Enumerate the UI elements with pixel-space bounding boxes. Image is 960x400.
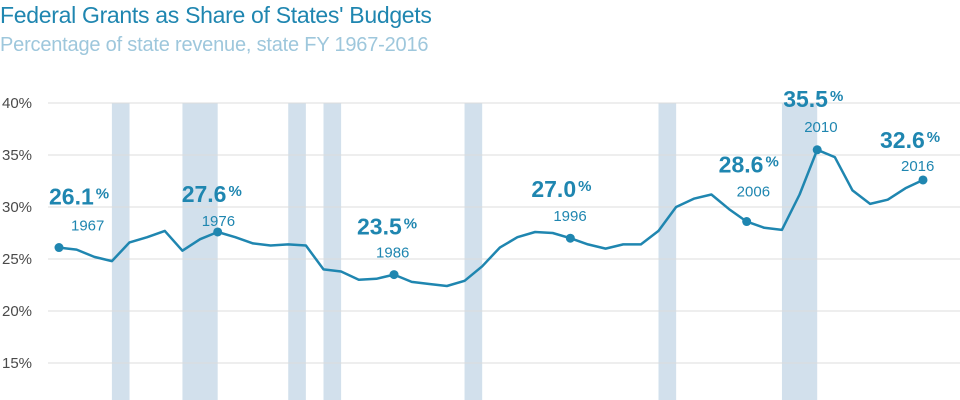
- highlight-point: [812, 145, 822, 155]
- gridlines: [48, 102, 960, 364]
- y-tick-label: 40%: [2, 95, 32, 112]
- value-label: 26.1%: [49, 184, 109, 210]
- highlight-points: [54, 145, 928, 280]
- y-tick-label: 35%: [2, 147, 32, 164]
- percent-sign: %: [830, 88, 843, 105]
- recession-band: [288, 103, 306, 400]
- value-label: 28.6%: [719, 152, 779, 178]
- recession-bands: [111, 103, 818, 400]
- recession-band: [781, 103, 818, 400]
- percent-sign: %: [96, 186, 109, 203]
- percent-sign: %: [927, 129, 940, 146]
- y-tick-label: 15%: [2, 355, 32, 372]
- recession-band: [182, 103, 218, 400]
- data-labels: 26.1 % 1967 27.6 % 1976 23.5 % 1986 27.0 % 1996 28.6…: [49, 86, 940, 262]
- recession-band: [323, 103, 342, 400]
- value-label: 27.0%: [531, 176, 591, 202]
- value-label: 32.6%: [880, 127, 940, 153]
- year-label: 1986: [376, 245, 409, 262]
- highlight-point: [918, 175, 928, 185]
- highlight-point: [54, 243, 64, 253]
- chart-title: Federal Grants as Share of States' Budge…: [0, 2, 432, 28]
- year-label: 2006: [737, 184, 770, 201]
- y-tick-label: 20%: [2, 303, 32, 320]
- value-label: 23.5%: [357, 214, 417, 240]
- y-axis-ticks: 40% 35% 30% 25% 20% 15%: [2, 95, 32, 372]
- highlight-point: [213, 227, 223, 237]
- highlight-point: [389, 270, 399, 280]
- highlight-point: [742, 217, 752, 227]
- highlight-point: [565, 233, 575, 243]
- y-tick-label: 30%: [2, 199, 32, 216]
- recession-band: [658, 103, 677, 400]
- percent-sign: %: [578, 178, 591, 195]
- y-tick-label: 25%: [2, 251, 32, 268]
- chart-subtitle: Percentage of state revenue, state FY 19…: [0, 34, 429, 56]
- percent-sign: %: [404, 216, 417, 233]
- recession-band: [464, 103, 483, 400]
- value-label: 27.6%: [182, 181, 242, 207]
- year-label: 2010: [804, 119, 837, 136]
- year-label: 1996: [553, 208, 586, 225]
- year-label: 1967: [71, 218, 104, 235]
- value-label: 35.5%: [783, 86, 843, 112]
- year-label: 1976: [202, 213, 235, 230]
- year-label: 2016: [901, 158, 934, 175]
- percent-sign: %: [228, 183, 241, 200]
- series-line: [58, 148, 924, 288]
- percent-sign: %: [765, 154, 778, 171]
